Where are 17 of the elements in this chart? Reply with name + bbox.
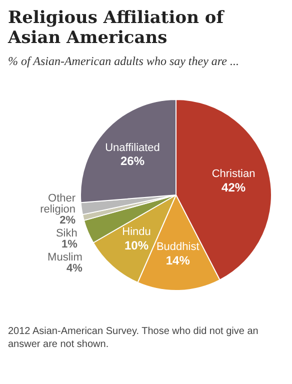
slice-label: Sikh (56, 227, 78, 240)
slice-label: Muslim (48, 251, 82, 264)
data-label: 1% (61, 238, 78, 250)
data-label: 2% (60, 214, 76, 226)
data-label: 14% (166, 253, 190, 268)
data-label: 10% (124, 238, 149, 252)
chart-title: Religious Affiliation of Asian Americans (8, 8, 226, 48)
data-label: 26% (120, 154, 145, 168)
data-label: 4% (66, 262, 83, 274)
slice-label: Buddhist (156, 241, 200, 254)
slice-label: Unaffiliated (105, 142, 160, 154)
text: 2012 Asian-American Survey. Those who did not give an answer are not shown. (8, 325, 260, 351)
data-label: 42% (222, 180, 246, 194)
slice-label: Other religion (40, 192, 76, 216)
slice-label: Hindu (122, 226, 151, 238)
chart-subtitle: % of Asian-American adults who say they are ... (8, 54, 240, 69)
slice-label: Christian (212, 168, 256, 180)
